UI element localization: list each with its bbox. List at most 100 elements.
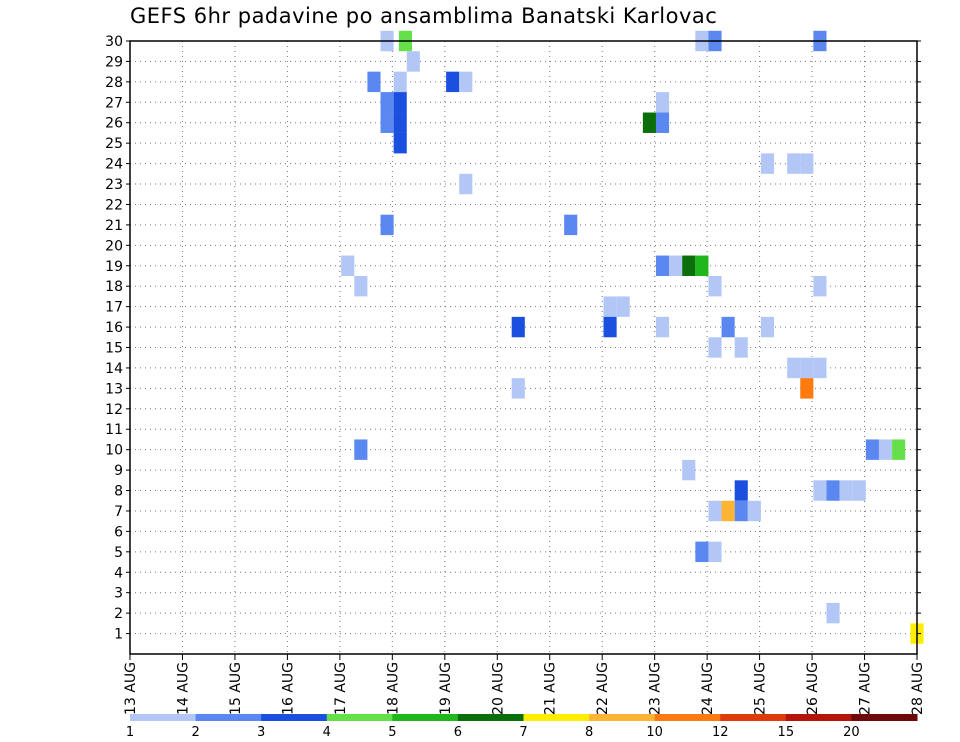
- y-tick-label: 2: [114, 606, 123, 622]
- precip-cell: [380, 214, 394, 236]
- colorbar-swatch: [785, 714, 852, 721]
- precip-cell: [734, 500, 748, 522]
- precip-cell: [682, 255, 696, 276]
- precip-cell: [800, 357, 814, 379]
- precip-cell: [354, 439, 368, 460]
- precip-cell: [787, 357, 801, 379]
- x-tick-label: 23 AUG: [648, 662, 664, 715]
- precip-cell: [813, 480, 827, 501]
- precip-cell: [616, 296, 630, 317]
- y-tick-label: 1: [114, 627, 123, 643]
- y-tick-label: 4: [114, 565, 123, 581]
- colorbar-swatch: [654, 714, 721, 721]
- precip-cell: [655, 112, 670, 133]
- precip-cell: [511, 378, 525, 399]
- y-tick-label: 16: [105, 320, 123, 336]
- x-tick-label: 20 AUG: [490, 662, 506, 715]
- y-tick-label: 22: [105, 197, 123, 213]
- x-tick-label: 18 AUG: [385, 662, 401, 715]
- y-tick-label: 7: [114, 504, 123, 520]
- precip-cell: [695, 541, 709, 563]
- precip-cell: [708, 500, 722, 522]
- precip-cell: [459, 71, 473, 93]
- precip-cell: [642, 112, 656, 133]
- precip-cell: [603, 296, 617, 317]
- colorbar-label: 2: [191, 725, 199, 740]
- y-tick-label: 12: [105, 402, 123, 418]
- x-tick-label: 19 AUG: [438, 662, 454, 715]
- colorbar-label: 15: [778, 725, 795, 740]
- colorbar-swatch: [130, 714, 197, 721]
- precip-cell: [760, 316, 775, 338]
- colorbar-swatch: [851, 714, 918, 721]
- y-tick-label: 25: [105, 136, 123, 152]
- precip-cell: [708, 337, 722, 358]
- y-tick-label: 6: [114, 524, 123, 540]
- colorbar-label: 6: [454, 725, 462, 740]
- colorbar-label: 12: [712, 725, 729, 740]
- precip-cell: [511, 316, 525, 338]
- chart-title: GEFS 6hr padavine po ansamblima Banatski…: [130, 4, 718, 28]
- colorbar-swatch: [589, 714, 656, 721]
- precip-cell: [800, 378, 814, 399]
- x-tick-label: 22 AUG: [595, 662, 611, 715]
- precip-cell: [721, 500, 735, 522]
- precip-cell: [839, 480, 853, 501]
- precip-cell: [852, 480, 866, 501]
- colorbar: 1 2 3 4 5 6 7 8 10 12 15 20: [126, 714, 918, 740]
- colorbar-label: 20: [843, 725, 860, 740]
- colorbar-swatch: [392, 714, 459, 721]
- precip-cell: [393, 112, 407, 133]
- precip-cell: [459, 173, 473, 195]
- precip-cell: [892, 439, 906, 460]
- x-tick-label: 26 AUG: [805, 662, 821, 715]
- y-tick-label: 17: [105, 300, 123, 316]
- precip-cell: [734, 337, 748, 358]
- x-tick-label: 21 AUG: [543, 662, 559, 715]
- y-tick-label: 30: [105, 34, 123, 50]
- precip-cell: [878, 439, 893, 460]
- precip-cell: [826, 480, 840, 501]
- y-tick-label: 19: [105, 259, 123, 275]
- plot-frame: [129, 40, 918, 655]
- precip-cell: [393, 132, 407, 154]
- precip-cell: [787, 153, 801, 174]
- x-tick-label: 14 AUG: [175, 662, 191, 715]
- precip-cell: [721, 316, 735, 338]
- precip-cell: [564, 214, 578, 236]
- precip-cell: [341, 255, 355, 276]
- x-tick-label: 16 AUG: [280, 662, 296, 715]
- y-tick-label: 10: [105, 443, 123, 459]
- y-tick-label: 23: [105, 177, 123, 193]
- y-tick-label: 14: [105, 361, 123, 377]
- precip-cell: [406, 51, 420, 72]
- y-tick-label: 20: [105, 238, 123, 254]
- colorbar-swatch: [720, 714, 787, 721]
- y-tick-label: 27: [105, 95, 123, 111]
- precip-cell: [380, 92, 394, 113]
- precip-cell: [865, 439, 879, 460]
- colorbar-swatch: [457, 714, 524, 721]
- precip-cell: [446, 71, 460, 93]
- y-tick-label: 3: [114, 586, 123, 602]
- gridlines: [130, 40, 917, 654]
- y-tick-label: 21: [105, 218, 123, 234]
- precip-cell: [734, 480, 748, 501]
- x-axis-ticks: 13 AUG 14 AUG 15 AUG 16 AUG 17 AUG 18 AUG 19 A…: [123, 654, 926, 715]
- precip-cell: [747, 500, 761, 522]
- y-tick-label: 11: [105, 422, 123, 438]
- colorbar-label: 3: [257, 725, 265, 740]
- precip-cell: [655, 255, 670, 276]
- precip-cell: [813, 275, 827, 297]
- colorbar-label: 7: [519, 725, 527, 740]
- colorbar-swatch: [326, 714, 393, 721]
- precip-cell: [655, 316, 670, 338]
- precip-cell: [800, 153, 814, 174]
- y-axis-ticks: 1234567891011121314151617181920212223242…: [105, 34, 921, 643]
- colorbar-label: 10: [646, 725, 663, 740]
- x-tick-label: 27 AUG: [858, 662, 874, 715]
- y-tick-label: 13: [105, 381, 123, 397]
- y-tick-label: 9: [114, 463, 123, 479]
- x-tick-label: 28 AUG: [910, 662, 926, 715]
